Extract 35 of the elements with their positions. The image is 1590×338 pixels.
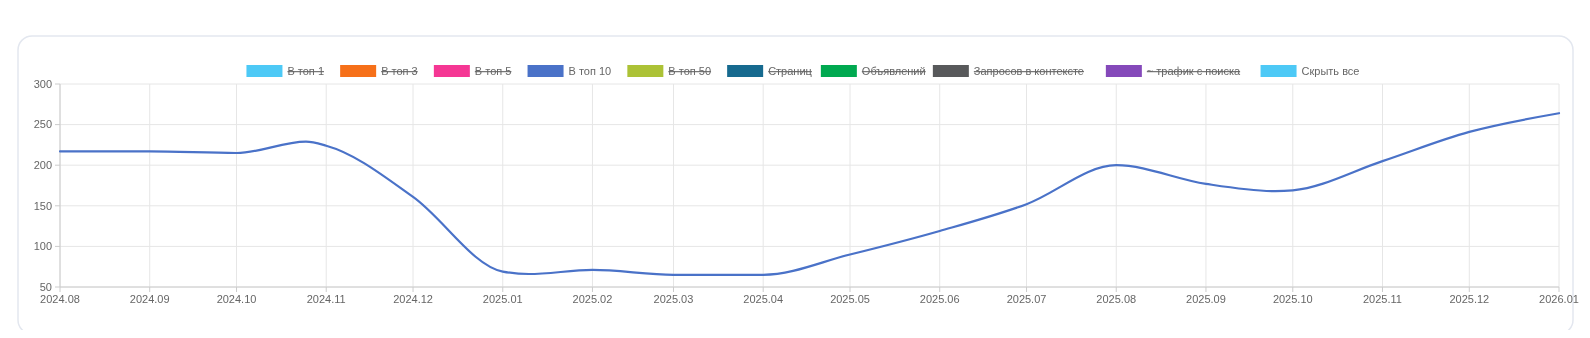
legend-label: Запросов в контексте	[973, 65, 1084, 77]
x-tick-label: 2025.01	[482, 293, 523, 305]
y-tick-label: 250	[33, 118, 52, 131]
legend-label: ~ трафик с поиска	[1146, 65, 1241, 77]
y-tick-label: 200	[33, 159, 52, 172]
legend-label: Объявлений	[861, 65, 926, 77]
x-tick-label: 2024.10	[216, 293, 257, 305]
x-tick-label: 2025.09	[1186, 293, 1226, 305]
line-series	[58, 112, 1561, 276]
x-tick-label: 2024.09	[129, 293, 170, 305]
text: Скрыть все	[1301, 65, 1360, 77]
y-tick-label: 150	[33, 199, 52, 212]
x-tick-label: 2026.01	[1539, 293, 1579, 305]
legend-label: В топ 50	[668, 65, 712, 77]
y-tick-label: 300	[33, 77, 52, 90]
legend-label: Страниц	[768, 65, 813, 77]
x-tick-label: 2024.08	[40, 293, 80, 305]
x-tick-label: 2025.10	[1272, 293, 1313, 305]
x-tick-label: 2025.07	[1006, 293, 1047, 305]
x-tick-label: 2025.08	[1096, 293, 1137, 305]
x-tick-label: 2024.12	[393, 293, 433, 305]
y-tick-label: 100	[33, 240, 52, 253]
x-tick-label: 2024.11	[306, 293, 346, 305]
x-tick-label: 2025.06	[919, 293, 960, 305]
x-tick-label: 2025.03	[653, 293, 694, 305]
x-tick-label: 2025.11	[1363, 293, 1402, 305]
legend-label: В топ 1	[287, 65, 325, 77]
legend-label: В топ 10	[568, 65, 612, 77]
x-tick-label: 2025.04	[743, 293, 784, 305]
x-tick-label: 2025.12	[1449, 293, 1490, 305]
legend-label: В топ 5	[474, 65, 512, 77]
x-tick-label: 2025.05	[830, 293, 870, 305]
x-tick-label: 2025.02	[572, 293, 613, 305]
y-tick-label: 50	[39, 280, 52, 293]
legend-label: В топ 3	[381, 65, 418, 77]
